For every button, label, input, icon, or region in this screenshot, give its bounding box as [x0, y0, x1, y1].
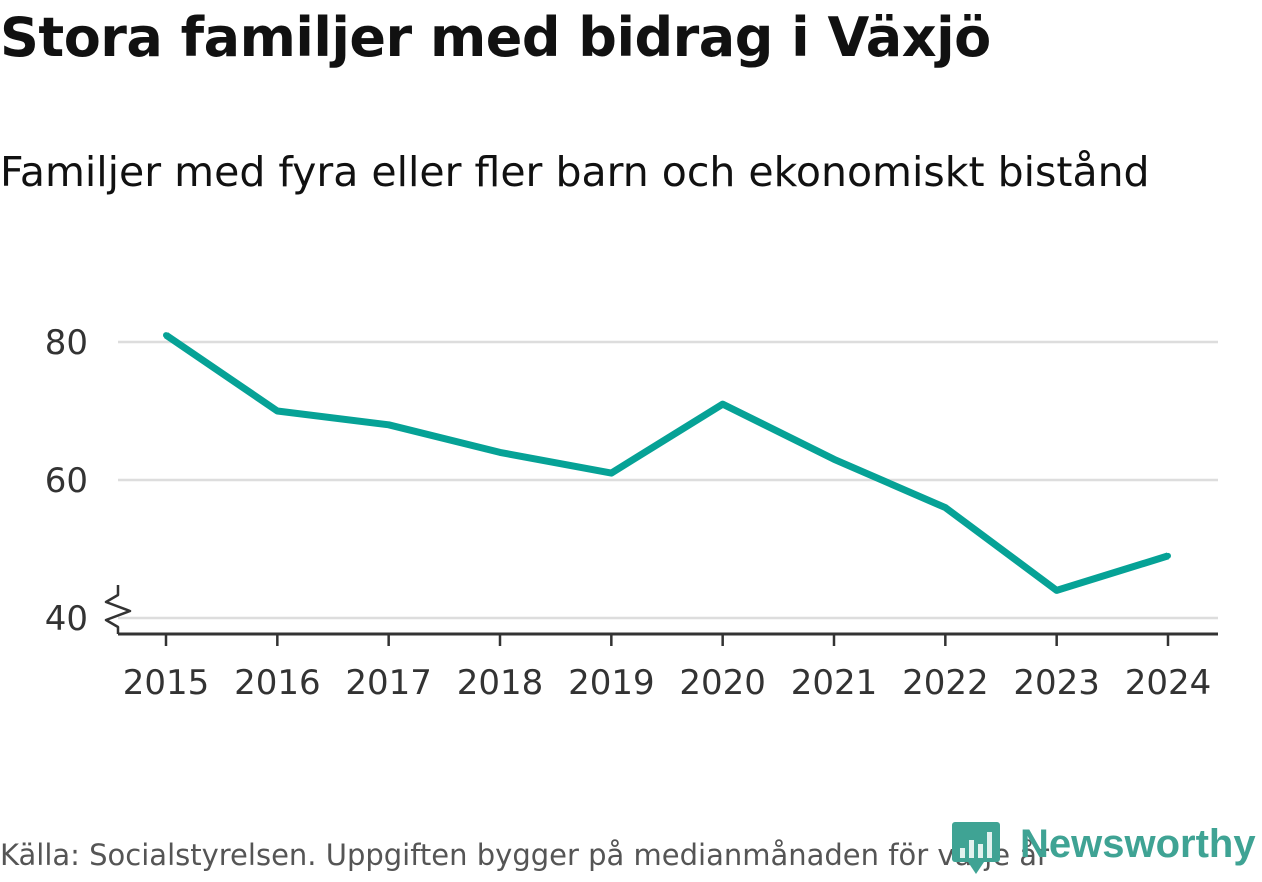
x-tick-label: 2021	[791, 663, 878, 703]
y-tick-labels: 40 60 80	[45, 323, 88, 639]
x-tick-label: 2020	[679, 663, 766, 703]
x-tick-labels: 2015 2016 2017 2018 2019 2020 2021 2022 2023 2024	[123, 663, 1212, 703]
source-note: Källa: Socialstyrelsen. Uppgiften bygger…	[0, 838, 1049, 872]
x-tick-label: 2018	[457, 663, 544, 703]
newsworthy-logo: Newsworthy	[952, 820, 1256, 878]
data-point	[942, 504, 949, 511]
x-tick-label: 2016	[234, 663, 321, 703]
x-tick-label: 2017	[345, 663, 432, 703]
data-point	[1053, 587, 1060, 594]
data-point	[497, 449, 503, 456]
data-point	[1165, 552, 1171, 559]
y-tick-label: 80	[45, 323, 88, 363]
x-tick-label: 2023	[1013, 663, 1100, 703]
data-point	[719, 401, 726, 408]
series-line	[164, 332, 1170, 594]
y-tick-label: 60	[45, 461, 88, 501]
y-tick-label: 40	[45, 599, 88, 639]
data-point	[385, 421, 392, 428]
x-tick-label: 2022	[902, 663, 989, 703]
brand-name: Newsworthy	[1020, 822, 1256, 866]
x-tick-label: 2015	[123, 663, 210, 703]
x-tick-label: 2019	[568, 663, 655, 703]
axis-break-icon	[104, 585, 132, 634]
x-tick-label: 2024	[1125, 663, 1212, 703]
data-point	[274, 408, 281, 414]
data-point	[831, 456, 837, 463]
data-point	[163, 332, 169, 339]
chart-title: Stora familjer med bidrag i Växjö	[0, 6, 991, 69]
series-layer	[163, 332, 1171, 594]
chart-subtitle: Familjer med fyra eller fler barn och ek…	[0, 148, 1150, 196]
gridlines	[118, 340, 1218, 620]
data-point	[608, 470, 615, 477]
x-axis	[104, 585, 1218, 646]
newsworthy-logo-icon	[952, 822, 1000, 874]
